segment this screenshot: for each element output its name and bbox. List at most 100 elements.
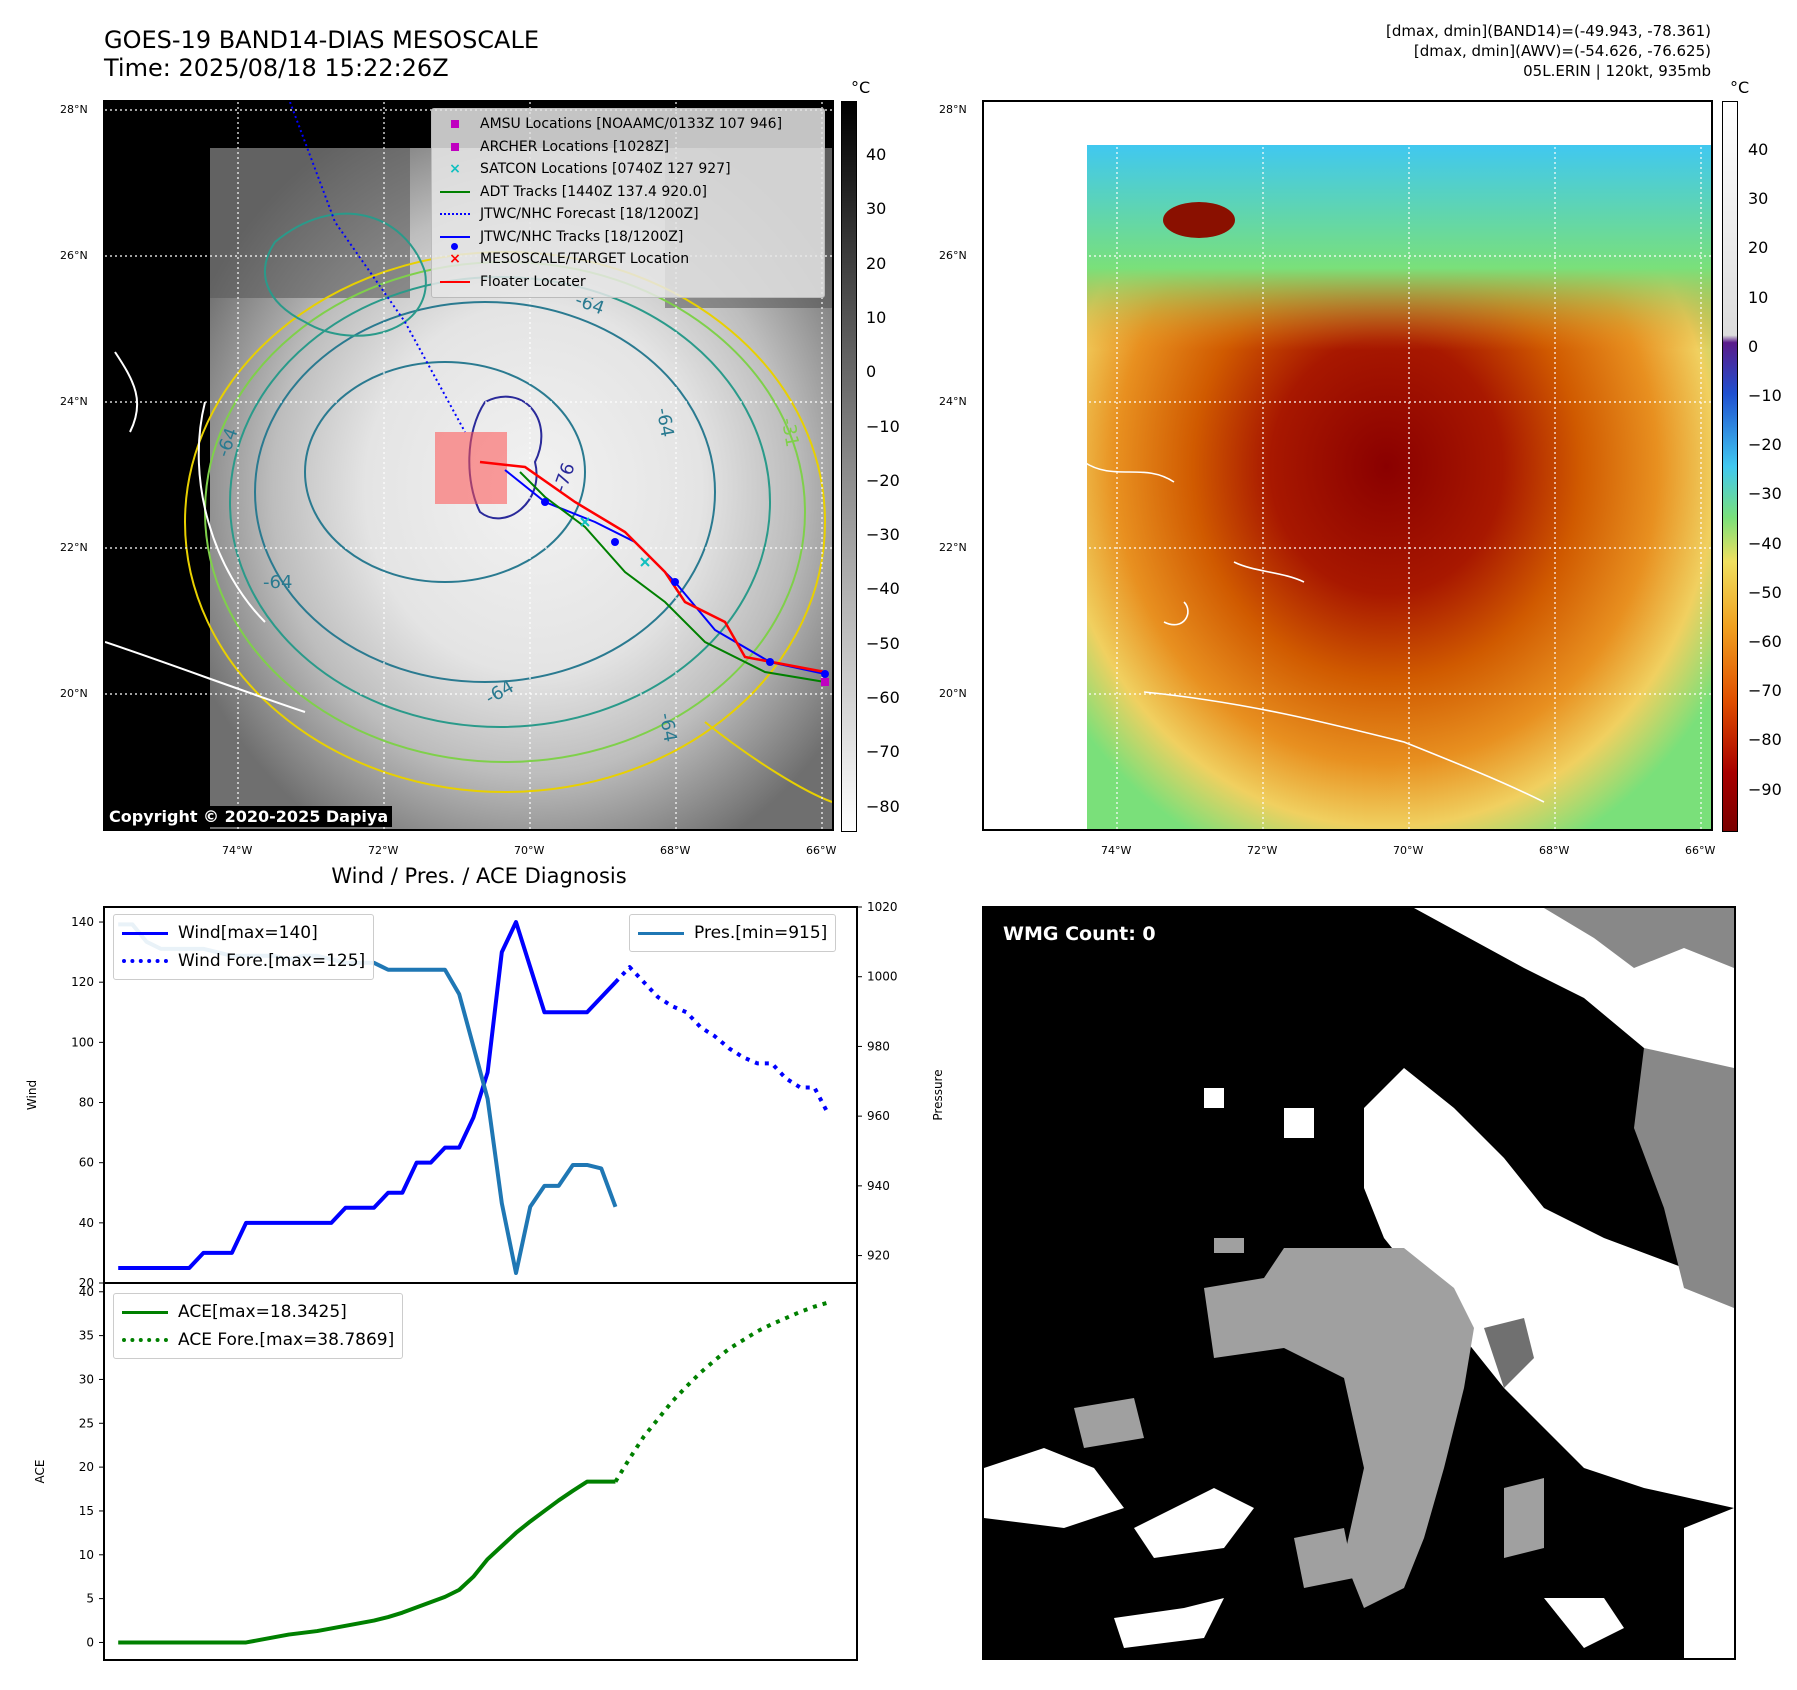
legend-item: ACE Fore.[max=38.7869] bbox=[122, 1326, 394, 1354]
dotted-line-icon bbox=[122, 959, 168, 963]
wind-legend: Wind[max=140] Wind Fore.[max=125] bbox=[113, 914, 375, 980]
ace-tick-label: 20 bbox=[79, 1460, 94, 1474]
dot-line-icon bbox=[438, 235, 472, 250]
legend-item: JTWC/NHC Tracks [18/1200Z] bbox=[438, 226, 818, 250]
lat-label: 26°N bbox=[60, 249, 88, 262]
wind-tick-label: 20 bbox=[79, 1276, 94, 1290]
ace-tick-label: 15 bbox=[79, 1504, 94, 1518]
colorbar-tick-label: −50 bbox=[1748, 582, 1782, 602]
x-marker-icon: × bbox=[449, 251, 461, 268]
lon-label: 66°W bbox=[1685, 844, 1716, 857]
colorbar-tick-label: 0 bbox=[866, 362, 877, 382]
colorbar-tick-label: 30 bbox=[1748, 189, 1769, 209]
pressure-axis-label: Pressure bbox=[931, 1069, 945, 1120]
lat-label: 22°N bbox=[939, 541, 967, 554]
figure-time: Time: 2025/08/18 15:22:26Z bbox=[104, 54, 449, 82]
dotted-line-icon bbox=[438, 213, 472, 216]
ace-axis-label: ACE bbox=[33, 1460, 47, 1484]
pressure-tick-label: 920 bbox=[867, 1249, 890, 1263]
legend-item: JTWC/NHC Forecast [18/1200Z] bbox=[438, 203, 818, 226]
legend-item: ARCHER Locations [1028Z] bbox=[438, 136, 818, 159]
wmg-count-badge: WMG Count: 0 bbox=[996, 920, 1163, 948]
ace-tick-label: 30 bbox=[79, 1372, 94, 1386]
lon-label: 74°W bbox=[222, 844, 253, 857]
wind-tick-label: 100 bbox=[71, 1035, 94, 1049]
awv-map-panel bbox=[982, 100, 1713, 831]
dotted-line-icon bbox=[122, 1338, 168, 1342]
colorbar-tick-label: −80 bbox=[1748, 730, 1782, 750]
wind-tick-label: 40 bbox=[79, 1216, 94, 1230]
legend-item: AMSU Locations [NOAAMC/0133Z 107 946] bbox=[438, 113, 818, 136]
map-legend: AMSU Locations [NOAAMC/0133Z 107 946] AR… bbox=[431, 108, 825, 298]
wind-tick-label: 120 bbox=[71, 975, 94, 989]
legend-item: Wind Fore.[max=125] bbox=[122, 947, 365, 975]
lat-label: 20°N bbox=[939, 687, 967, 700]
colorbar-tick-label: 10 bbox=[1748, 287, 1769, 307]
legend-item: ACE[max=18.3425] bbox=[122, 1298, 394, 1326]
ace-forecast-line bbox=[613, 1300, 830, 1483]
ace-tick-label: 0 bbox=[86, 1635, 94, 1649]
legend-item: Pres.[min=915] bbox=[638, 919, 827, 947]
legend-item: ADT Tracks [1440Z 137.4 920.0] bbox=[438, 181, 818, 204]
ir-map-panel: -64 -64 -64 -64 -76 -64 -64 -31 Copyrigh… bbox=[103, 100, 834, 831]
line-icon bbox=[122, 931, 168, 935]
lon-label: 72°W bbox=[368, 844, 399, 857]
wind-line bbox=[118, 920, 617, 1270]
figure-title: GOES-19 BAND14-DIAS MESOSCALE bbox=[104, 26, 540, 54]
colorbar-tick-label: −40 bbox=[1748, 533, 1782, 553]
lat-label: 24°N bbox=[60, 395, 88, 408]
pressure-legend: Pres.[min=915] bbox=[629, 914, 837, 952]
pressure-tick-label: 940 bbox=[867, 1179, 890, 1193]
colorbar-awv bbox=[1722, 101, 1738, 832]
lat-label: 20°N bbox=[60, 687, 88, 700]
square-icon bbox=[438, 142, 472, 151]
wmg-panel: WMG Count: 0 bbox=[982, 906, 1736, 1660]
colorbar-tick-label: −80 bbox=[866, 796, 900, 816]
colorbar-tick-label: 30 bbox=[866, 199, 887, 219]
ace-tick-label: 5 bbox=[86, 1592, 94, 1606]
pressure-tick-label: 1020 bbox=[867, 900, 898, 914]
colorbar-tick-label: −70 bbox=[866, 742, 900, 762]
x-marker-icon: × bbox=[449, 161, 461, 178]
lat-label: 24°N bbox=[939, 395, 967, 408]
lat-label: 28°N bbox=[60, 103, 88, 116]
legend-item: Floater Locater bbox=[438, 271, 818, 294]
line-icon bbox=[638, 931, 684, 935]
lon-label: 66°W bbox=[806, 844, 837, 857]
wind-tick-label: 80 bbox=[79, 1096, 94, 1110]
awv-map-image bbox=[984, 102, 1711, 829]
colorbar-tick-label: −90 bbox=[1748, 779, 1782, 799]
wind-axis-label: Wind bbox=[25, 1080, 39, 1110]
ace-tick-label: 10 bbox=[79, 1548, 94, 1562]
lat-label: 28°N bbox=[939, 103, 967, 116]
colorbar-tick-label: −30 bbox=[866, 525, 900, 545]
colorbar-tick-label: −60 bbox=[866, 688, 900, 707]
legend-item: × SATCON Locations [0740Z 127 927] bbox=[438, 158, 818, 181]
colorbar-tick-label: −10 bbox=[1748, 386, 1782, 405]
wmg-image bbox=[984, 908, 1734, 1658]
colorbar-tick-label: 20 bbox=[1748, 238, 1769, 258]
lat-label: 26°N bbox=[939, 249, 967, 262]
pressure-tick-label: 980 bbox=[867, 1039, 890, 1053]
colorbar-unit: °C bbox=[1730, 78, 1750, 97]
colorbar-tick-label: −50 bbox=[866, 633, 900, 653]
ace-tick-label: 25 bbox=[79, 1416, 94, 1430]
info-band14: [dmax, dmin](BAND14)=(-49.943, -78.361) bbox=[1386, 22, 1711, 40]
colorbar-unit: °C bbox=[851, 78, 871, 97]
line-icon bbox=[438, 190, 472, 193]
colorbar-tick-label: 0 bbox=[1748, 336, 1759, 356]
lat-label: 22°N bbox=[60, 541, 88, 554]
ace-tick-label: 35 bbox=[79, 1329, 94, 1343]
colorbar-tick-label: −70 bbox=[1748, 681, 1782, 701]
colorbar-tick-label: −60 bbox=[1748, 632, 1782, 651]
wind-tick-label: 60 bbox=[79, 1156, 94, 1170]
lon-label: 68°W bbox=[660, 844, 691, 857]
ace-line bbox=[118, 1479, 616, 1645]
square-icon bbox=[438, 120, 472, 129]
colorbar-tick-label: −20 bbox=[866, 470, 900, 490]
pressure-tick-label: 1000 bbox=[867, 970, 898, 984]
wind-tick-label: 140 bbox=[71, 915, 94, 929]
copyright-label: Copyright © 2020-2025 Dapiya bbox=[105, 806, 393, 827]
pressure-tick-label: 960 bbox=[867, 1109, 890, 1123]
lon-label: 70°W bbox=[514, 844, 545, 857]
